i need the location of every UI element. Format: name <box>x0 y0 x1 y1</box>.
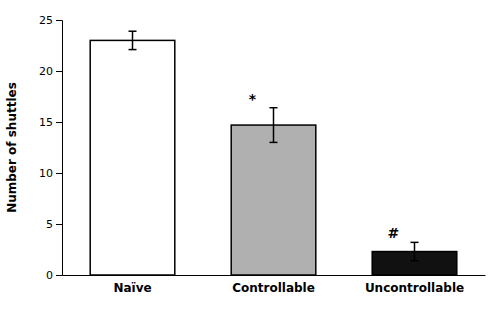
y-axis-title: Number of shuttles <box>5 82 19 213</box>
y-axis-line <box>56 21 63 276</box>
y-tick-label: 20 <box>39 65 53 78</box>
y-tick-mark <box>56 20 62 21</box>
y-tick-label: 0 <box>46 269 53 282</box>
y-tick-mark <box>56 173 62 174</box>
y-tick: 10 <box>39 167 62 180</box>
y-tick: 25 <box>39 14 62 27</box>
y-tick-mark <box>56 71 62 72</box>
y-tick-mark <box>56 122 62 123</box>
y-tick-label: 10 <box>39 167 53 180</box>
x-axis: Naïve Controllable Uncontrollable <box>63 276 486 295</box>
y-tick: 15 <box>39 116 62 129</box>
x-tick-label: Controllable <box>232 281 315 295</box>
x-tick-label: Uncontrollable <box>365 281 464 295</box>
x-tick: Naïve <box>113 281 151 295</box>
x-axis-line <box>63 275 486 276</box>
y-tick-label: 25 <box>39 14 53 27</box>
error-bar <box>270 108 278 143</box>
y-tick: 0 <box>46 269 62 282</box>
y-tick-label: 15 <box>39 116 53 129</box>
y-tick-mark <box>56 224 62 225</box>
plot: *#0510152025NaïveControllableUncontrolla… <box>39 14 486 295</box>
x-tick: Controllable <box>232 281 315 295</box>
error-bar <box>411 242 419 260</box>
y-tick-label: 5 <box>46 218 53 231</box>
bar <box>231 125 316 275</box>
error-bar-line <box>132 31 134 49</box>
error-bar-cap <box>129 49 137 51</box>
x-tick-label: Naïve <box>113 281 151 295</box>
error-bar-cap <box>270 107 278 109</box>
error-bar-cap <box>270 142 278 144</box>
significance-label: * <box>249 91 257 107</box>
annotations: *# <box>249 91 400 242</box>
y-axis: 0 5 10 15 20 25 <box>39 14 63 282</box>
error-bar-cap <box>411 260 419 262</box>
y-tick-mark <box>56 275 62 276</box>
y-tick: 5 <box>46 218 62 231</box>
x-tick: Uncontrollable <box>365 281 464 295</box>
error-bar-cap <box>129 30 137 32</box>
error-bar-line <box>273 108 275 143</box>
error-bar-line <box>414 242 416 260</box>
error-bar-cap <box>411 242 419 244</box>
significance-label: # <box>387 225 399 241</box>
bar <box>90 40 175 275</box>
marks <box>90 31 457 275</box>
error-bar <box>129 31 137 49</box>
y-tick: 20 <box>39 65 62 78</box>
chart: *#0510152025NaïveControllableUncontrolla… <box>0 0 500 315</box>
